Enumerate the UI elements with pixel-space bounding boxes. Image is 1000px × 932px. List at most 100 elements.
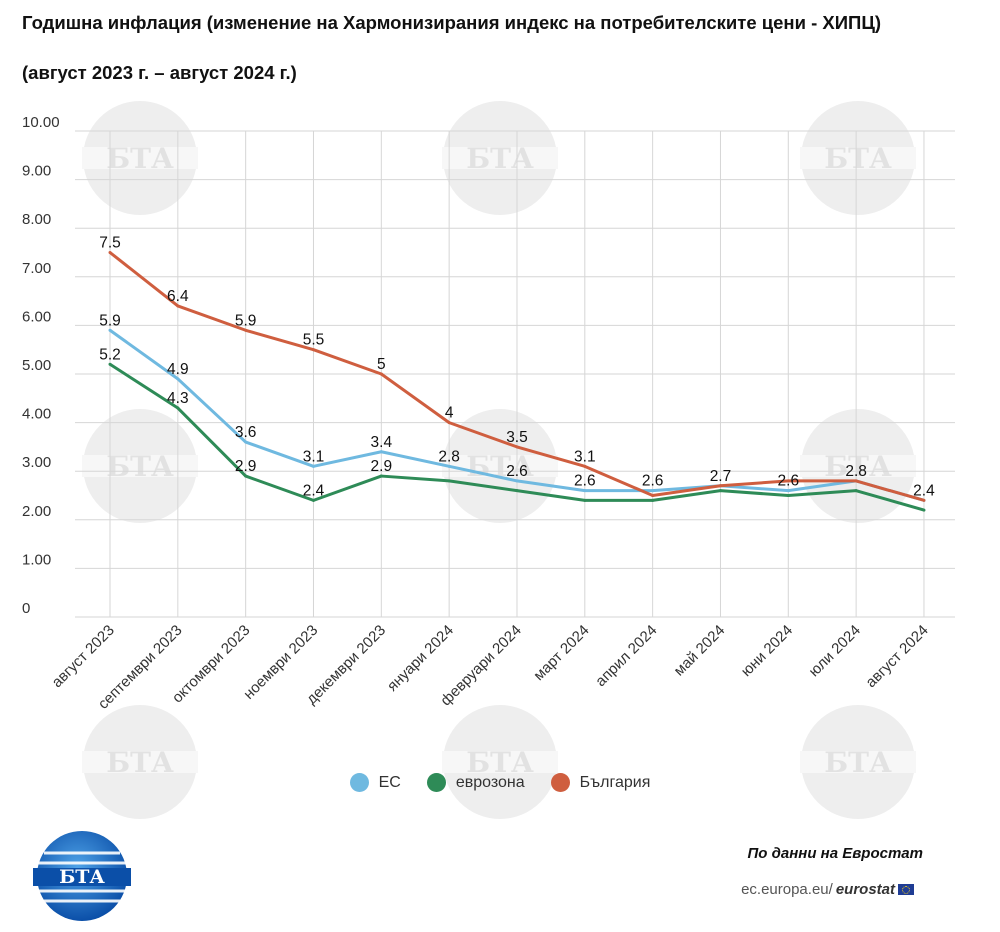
x-tick-label: март 2024 (530, 622, 592, 684)
data-label: 2.6 (506, 463, 528, 480)
y-tick-label: 4.00 (22, 406, 51, 423)
watermark-logo: БТА (800, 705, 916, 819)
y-tick-label: 9.00 (22, 163, 51, 180)
legend-marker-bulgaria (550, 773, 570, 792)
data-point (854, 479, 858, 483)
data-label: 4.3 (167, 390, 189, 407)
x-tick-label: август 2023 (49, 622, 118, 691)
data-label: 2.8 (845, 463, 867, 480)
x-tick-label: април 2024 (592, 622, 660, 690)
data-label: 2.4 (913, 482, 935, 499)
legend-item-eurozone[interactable]: еврозона (426, 773, 525, 792)
chart-subtitle: (август 2023 г. – август 2024 г.) (22, 62, 297, 83)
watermark-logo: БТА (442, 705, 558, 819)
watermark-text: БТА (824, 450, 892, 483)
data-label: 3.6 (235, 424, 257, 441)
watermark-text: БТА (106, 142, 174, 175)
watermark-text: БТА (466, 142, 534, 175)
data-point (515, 445, 519, 449)
data-point (311, 464, 315, 468)
data-point (379, 372, 383, 376)
data-point (447, 421, 451, 425)
data-label: 2.9 (371, 458, 393, 475)
data-label: 3.1 (574, 448, 596, 465)
data-label: 2.4 (303, 482, 325, 499)
legend-marker-eurozone (426, 773, 446, 792)
data-point (176, 304, 180, 308)
data-point (651, 498, 655, 502)
y-tick-label: 0 (22, 600, 30, 617)
data-point (515, 489, 519, 493)
watermark-band (82, 147, 198, 169)
watermark-logo: БТА (82, 409, 198, 523)
legend-marker-eu (349, 773, 369, 792)
data-label: 3.1 (303, 448, 325, 465)
watermark-text: БТА (106, 450, 174, 483)
data-point (786, 489, 790, 493)
data-label: 2.6 (778, 473, 800, 490)
data-point (515, 479, 519, 483)
data-point (786, 494, 790, 497)
y-tick-label: 7.00 (22, 260, 51, 277)
watermark-logo: БТА (82, 101, 198, 215)
data-label: 2.6 (574, 473, 596, 490)
data-point (651, 489, 655, 493)
data-point (922, 498, 926, 502)
y-tick-label: 1.00 (22, 551, 51, 568)
data-point (922, 508, 926, 512)
bta-logo-text: БТА (59, 866, 105, 888)
eurostat-brand: eurostat (835, 881, 895, 898)
watermark-text: БТА (106, 746, 174, 779)
legend-item-bulgaria[interactable]: България (550, 773, 650, 792)
data-label: 5.2 (99, 346, 121, 363)
data-point (854, 489, 858, 493)
data-label: 4.9 (167, 361, 189, 378)
watermark-band (800, 751, 916, 773)
watermark-text: БТА (824, 142, 892, 175)
data-label: 2.6 (642, 473, 664, 490)
data-point (108, 362, 112, 366)
watermark-text: БТА (466, 746, 534, 779)
data-point (447, 464, 451, 468)
data-point (176, 406, 180, 410)
data-point (379, 474, 383, 478)
watermark-logo: БТА (82, 705, 198, 819)
watermark-logo: БТА (800, 101, 916, 215)
data-point (108, 251, 112, 254)
data-point (583, 464, 587, 468)
legend-label-eurozone: еврозона (455, 773, 525, 791)
data-label: 3.5 (506, 429, 528, 446)
x-tick-label: май 2024 (671, 622, 729, 680)
data-point (447, 479, 451, 483)
data-label: 7.5 (99, 235, 121, 252)
watermark-band (442, 147, 558, 169)
y-tick-label: 3.00 (22, 454, 51, 471)
data-label: 2.9 (235, 458, 257, 475)
x-tick-label: януари 2024 (384, 622, 457, 695)
data-point (311, 498, 315, 502)
data-point (583, 489, 587, 493)
eurostat-link-prefix: ec.europa.eu/ (741, 881, 833, 898)
watermark-band (82, 751, 198, 773)
data-label: 5.5 (303, 332, 325, 349)
eurostat-link[interactable]: ec.europa.eu/eurostat (741, 881, 914, 898)
data-point (718, 484, 722, 488)
watermark-band (800, 147, 916, 169)
x-tick-label: август 2024 (862, 622, 931, 691)
data-label: 2.7 (710, 468, 732, 485)
data-point (108, 328, 112, 332)
y-tick-label: 6.00 (22, 308, 51, 325)
bta-logo: БТА (33, 831, 131, 921)
data-label: 5.9 (99, 312, 121, 329)
data-point (176, 377, 180, 381)
data-label: 3.4 (371, 434, 393, 451)
legend-item-eu[interactable]: ЕС (349, 773, 401, 792)
data-point (379, 450, 383, 454)
y-tick-label: 5.00 (22, 357, 51, 374)
watermark-band (442, 751, 558, 773)
data-label: 6.4 (167, 288, 189, 305)
eu-flag-icon (898, 884, 914, 895)
y-tick-label: 2.00 (22, 503, 51, 520)
data-point (244, 474, 248, 478)
